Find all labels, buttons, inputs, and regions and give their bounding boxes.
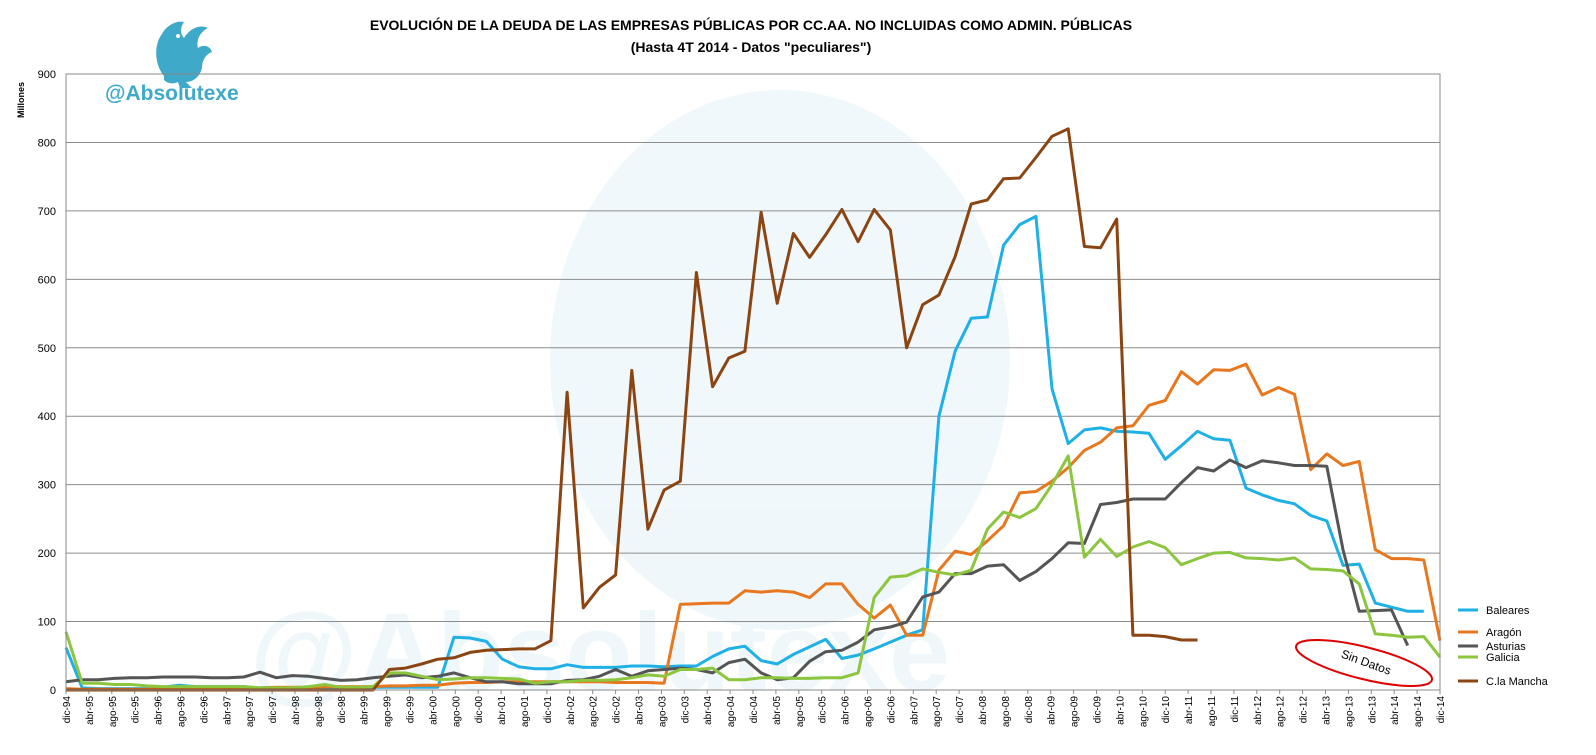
chart-title: EVOLUCIÓN DE LA DEUDA DE LAS EMPRESAS PÚ… xyxy=(370,16,1132,33)
x-tick-label: ago-00 xyxy=(451,696,462,728)
x-tick-label: dic-98 xyxy=(337,696,348,724)
x-tick-label: ago-95 xyxy=(108,696,119,728)
x-tick-label: dic-09 xyxy=(1093,696,1104,724)
x-tick-label: dic-12 xyxy=(1299,696,1310,724)
y-tick-label: 100 xyxy=(38,617,56,629)
y-tick-label: 200 xyxy=(38,548,56,560)
x-tick-label: dic-97 xyxy=(268,696,279,724)
series-line-asturias xyxy=(65,458,1410,686)
x-tick-label: abr-00 xyxy=(428,696,439,725)
y-tick-label: 700 xyxy=(38,206,56,218)
sin-datos-annotation: Sin Datos xyxy=(1294,639,1434,687)
x-tick-label: dic-01 xyxy=(543,696,554,724)
x-tick-label: dic-00 xyxy=(474,696,485,724)
y-tick-label: 600 xyxy=(38,274,56,286)
plot-frame xyxy=(65,73,1441,691)
x-tick-label: ago-01 xyxy=(520,696,531,728)
x-tick-label: dic-07 xyxy=(955,696,966,724)
watermark-text: @Absolutexe xyxy=(250,591,950,714)
x-tick-label: dic-10 xyxy=(1161,696,1172,724)
x-tick-label: dic-06 xyxy=(886,696,897,724)
x-tick-label: ago-08 xyxy=(1001,696,1012,728)
x-tick-label: abr-02 xyxy=(566,696,577,725)
legend-label: Galicia xyxy=(1486,652,1521,664)
y-axis-label: Millones xyxy=(16,82,26,118)
x-tick-label: abr-95 xyxy=(85,696,96,725)
x-tick-label: ago-03 xyxy=(657,696,668,728)
legend-label: Asturias xyxy=(1486,641,1526,653)
x-tick-label: ago-05 xyxy=(795,696,806,728)
x-tick-label: dic-95 xyxy=(131,696,142,724)
x-tick-label: ago-11 xyxy=(1207,696,1218,727)
x-tick-label: dic-04 xyxy=(749,696,760,724)
x-tick-label: ago-06 xyxy=(864,696,875,728)
x-tick-label: abr-05 xyxy=(772,696,783,725)
x-tick-label: abr-97 xyxy=(222,696,233,725)
legend-label: Baleares xyxy=(1486,605,1530,617)
x-tick-label: ago-07 xyxy=(932,696,943,728)
x-tick-label: dic-02 xyxy=(612,696,623,724)
chart-subtitle: (Hasta 4T 2014 - Datos "peculiares") xyxy=(631,39,871,55)
x-tick-label: dic-94 xyxy=(62,696,73,724)
x-tick-label: abr-99 xyxy=(360,696,371,725)
x-tick-label: abr-10 xyxy=(1115,696,1126,725)
x-tick-label: abr-09 xyxy=(1047,696,1058,725)
x-tick-label: ago-13 xyxy=(1344,696,1355,728)
x-tick-label: abr-12 xyxy=(1253,696,1264,725)
y-tick-label: 500 xyxy=(38,343,56,355)
x-tick-label: abr-96 xyxy=(154,696,165,725)
x-tick-label: ago-12 xyxy=(1276,696,1287,728)
brand-handle: @Absolutexe xyxy=(105,82,239,105)
y-axis: 0 100 200 300 400 500 600 700 800 900 xyxy=(38,69,56,697)
legend-label: Aragón xyxy=(1486,627,1521,639)
x-tick-label: dic-14 xyxy=(1436,696,1447,724)
x-axis: dic-94 abr-95 ago-95 dic-95 abr-96 ago-96 dic-… xyxy=(62,690,1447,727)
y-tick-label: 400 xyxy=(38,411,56,423)
x-tick-label: dic-96 xyxy=(199,696,210,724)
x-tick-label: abr-13 xyxy=(1322,696,1333,725)
y-tick-label: 900 xyxy=(38,69,56,81)
y-tick-label: 800 xyxy=(38,137,56,149)
x-tick-label: ago-02 xyxy=(589,696,600,728)
x-tick-label: abr-98 xyxy=(291,696,302,725)
x-tick-label: abr-07 xyxy=(909,696,920,725)
x-tick-label: ago-10 xyxy=(1138,696,1149,728)
x-tick-label: ago-96 xyxy=(177,696,188,728)
x-tick-label: ago-98 xyxy=(314,696,325,728)
series-line-galicia xyxy=(64,454,1442,690)
x-tick-label: dic-13 xyxy=(1367,696,1378,724)
x-tick-label: abr-08 xyxy=(978,696,989,725)
x-tick-label: ago-14 xyxy=(1413,696,1424,728)
y-tick-label: 300 xyxy=(38,480,56,492)
legend-label: C.la Mancha xyxy=(1486,676,1549,688)
x-tick-label: ago-09 xyxy=(1070,696,1081,728)
x-tick-label: abr-11 xyxy=(1184,696,1195,725)
x-tick-label: abr-14 xyxy=(1390,696,1401,725)
griffin-logo-icon xyxy=(156,21,212,89)
x-tick-label: dic-05 xyxy=(818,696,829,724)
x-tick-label: ago-04 xyxy=(726,696,737,728)
x-tick-label: abr-06 xyxy=(841,696,852,725)
x-tick-label: dic-03 xyxy=(680,696,691,724)
x-tick-label: abr-01 xyxy=(497,696,508,725)
x-tick-label: dic-08 xyxy=(1024,696,1035,724)
x-tick-label: abr-03 xyxy=(635,696,646,725)
x-tick-label: ago-99 xyxy=(383,696,394,728)
y-tick-label: 0 xyxy=(50,685,56,697)
x-tick-label: ago-97 xyxy=(245,696,256,728)
x-tick-label: dic-11 xyxy=(1230,696,1241,723)
x-tick-label: dic-99 xyxy=(406,696,417,724)
x-tick-label: abr-04 xyxy=(703,696,714,725)
